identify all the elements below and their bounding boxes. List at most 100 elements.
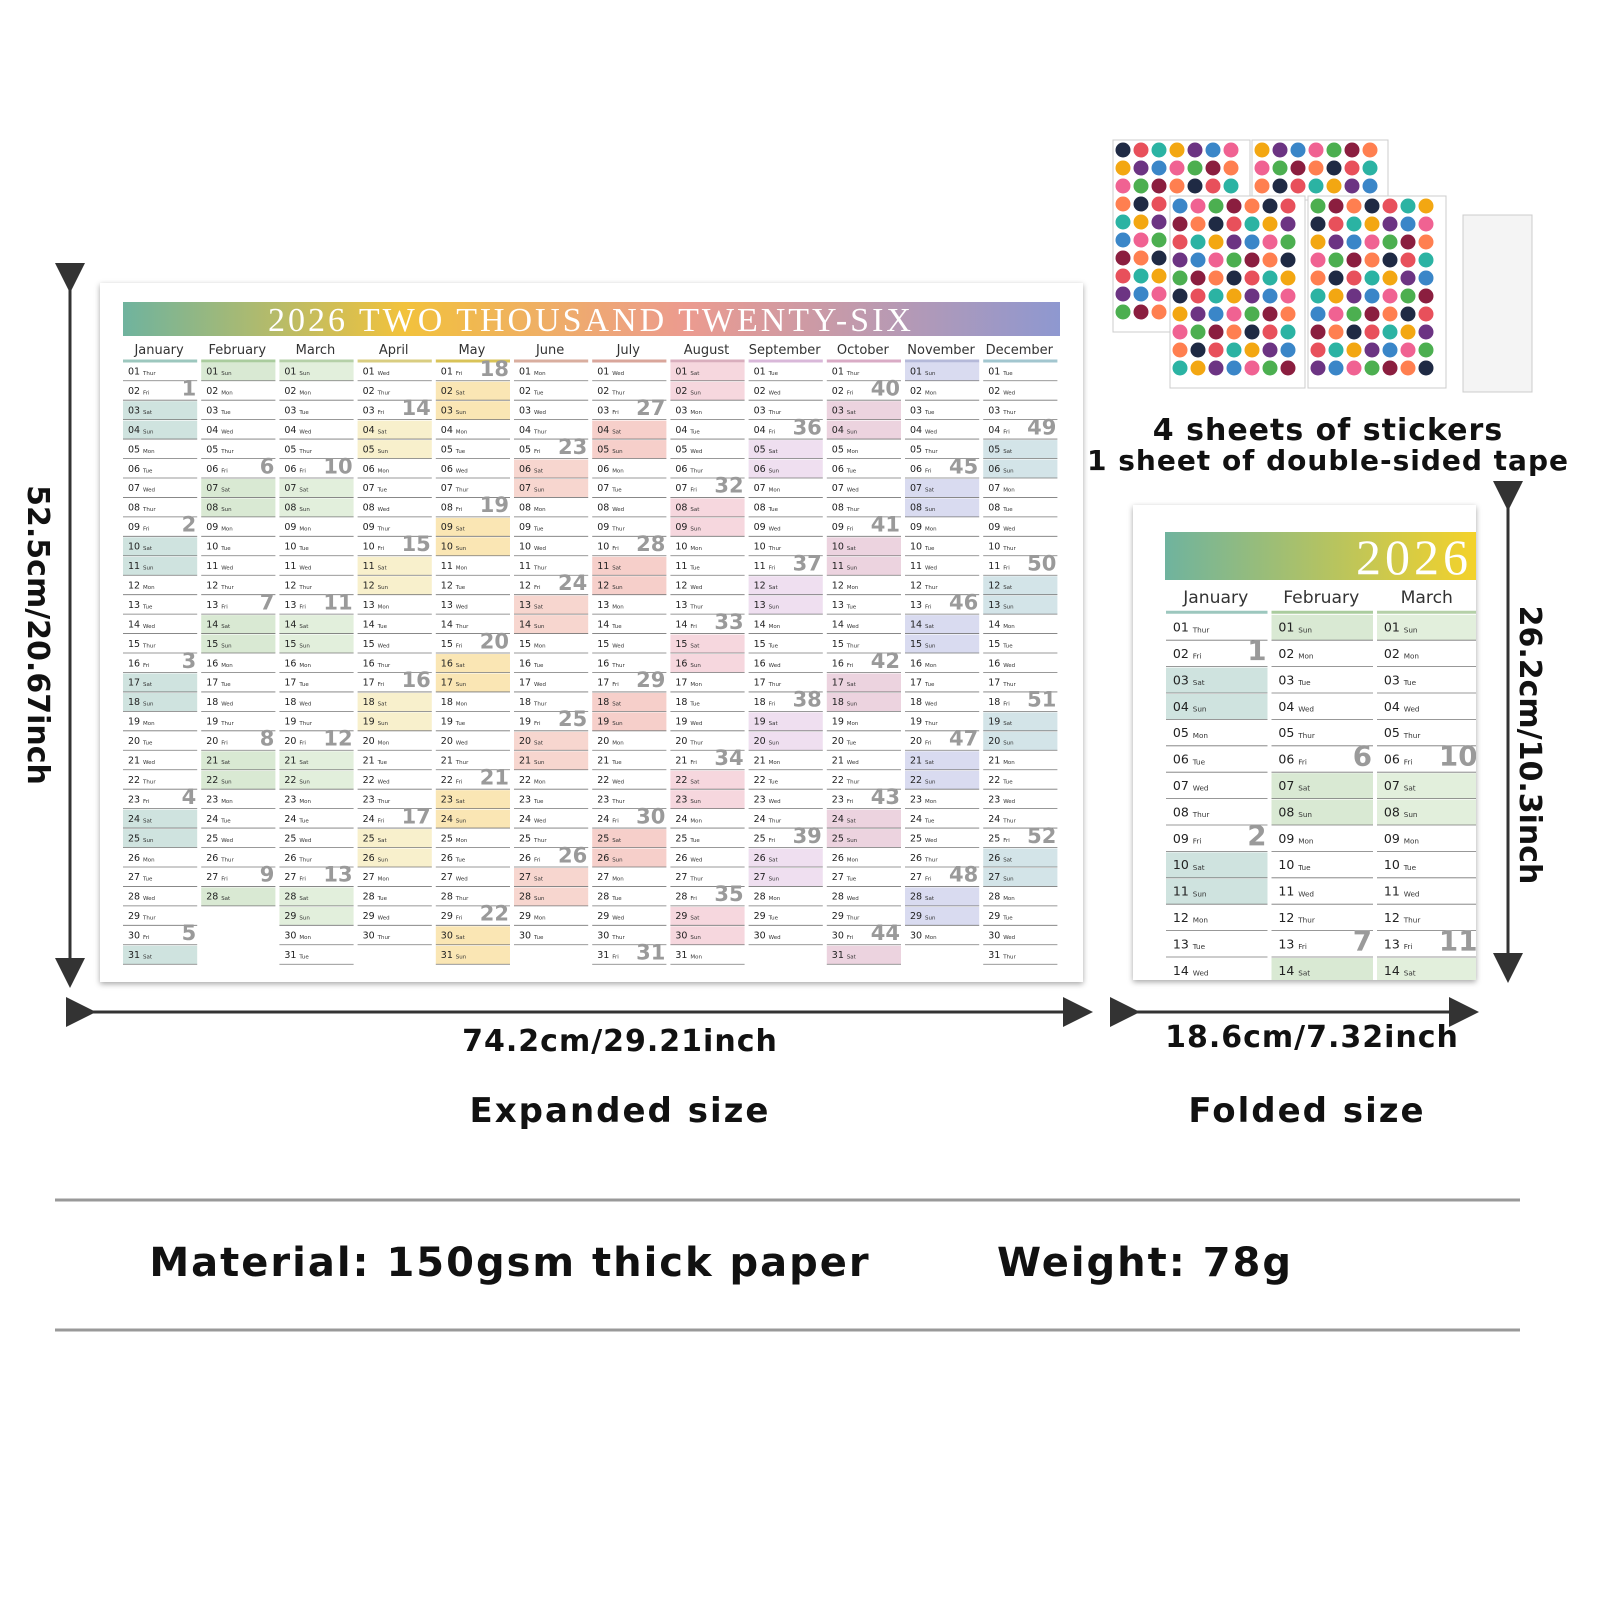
weekday: Fri <box>143 527 150 533</box>
sticker <box>1382 234 1398 250</box>
sticker <box>1364 288 1380 304</box>
weekday: Mon <box>299 935 311 941</box>
weekday: Fri <box>690 760 697 766</box>
day-number: 27 <box>988 872 1000 883</box>
sticker <box>1172 342 1188 358</box>
sticker <box>1364 198 1380 214</box>
day-number: 28 <box>910 892 922 903</box>
weekend-shade <box>826 537 901 556</box>
day-number: 19 <box>284 717 296 728</box>
width-label: 74.2cm/29.21inch <box>462 1024 778 1059</box>
weekday: Tue <box>768 779 779 785</box>
weekday: Sat <box>769 585 779 591</box>
day-number: 17 <box>675 678 687 689</box>
weekday: Fri <box>1298 757 1307 766</box>
weekday: Fri <box>143 663 150 669</box>
day-number: 09 <box>988 522 1000 533</box>
weekend-shade <box>826 420 901 440</box>
sticker <box>1418 234 1434 250</box>
day-number: 25 <box>754 833 766 844</box>
day-number: 22 <box>988 775 1000 786</box>
day-number: 31 <box>284 950 296 961</box>
sticker <box>1280 270 1296 286</box>
day-number: 18 <box>988 697 1000 708</box>
day-number: 03 <box>910 405 922 416</box>
weekday: Tue <box>768 916 779 922</box>
weekday: Thur <box>455 488 469 494</box>
weekday: Fri <box>378 546 385 552</box>
weekday: Sun <box>143 702 154 708</box>
weekday: Thur <box>1002 410 1016 416</box>
day-number: 21 <box>754 756 766 767</box>
weekday: Sun <box>690 935 701 941</box>
weekday: Sun <box>925 371 936 377</box>
day-number: 14 <box>597 619 609 630</box>
week-number: 43 <box>871 785 900 809</box>
day-number: 18 <box>519 697 531 708</box>
sticker <box>1115 232 1131 248</box>
weekend-shade <box>123 809 198 829</box>
sticker <box>1208 288 1224 304</box>
day-number: 26 <box>284 853 296 864</box>
weekday: Sat <box>456 935 466 941</box>
weekend-shade <box>201 478 276 498</box>
week-number: 45 <box>949 454 978 478</box>
weekday: Fri <box>534 721 541 727</box>
week-number: 20 <box>480 629 509 653</box>
weekday: Sun <box>612 857 623 863</box>
weekday: Mon <box>925 663 937 669</box>
sticker <box>1346 342 1362 358</box>
weekday: Wed <box>925 838 937 844</box>
sticker <box>1346 288 1362 304</box>
week-number: 10 <box>323 454 352 478</box>
day-number: 09 <box>675 522 687 533</box>
weekday: Mon <box>143 585 155 591</box>
day-number: 01 <box>519 367 531 378</box>
sticker <box>1308 178 1324 194</box>
day-number: 08 <box>988 503 1000 514</box>
day-number: 05 <box>1278 725 1294 740</box>
day-number: 18 <box>597 697 609 708</box>
weekday: Sat <box>847 955 857 961</box>
day-number: 15 <box>519 639 531 650</box>
weekday: Sun <box>847 702 858 708</box>
weekday: Mon <box>299 799 311 805</box>
weekday: Wed <box>1003 663 1015 669</box>
weekday: Sat <box>690 371 700 377</box>
sticker <box>1346 216 1362 232</box>
sticker <box>1208 306 1224 322</box>
day-number: 26 <box>675 853 687 864</box>
day-number: 21 <box>363 756 375 767</box>
weekday: Mon <box>847 449 859 455</box>
day-number: 04 <box>284 425 296 436</box>
day-number: 30 <box>988 931 1000 942</box>
sticker <box>1208 252 1224 268</box>
day-number: 18 <box>206 697 218 708</box>
weekday: Wed <box>143 896 155 902</box>
weekday: Sat <box>221 624 231 630</box>
day-number: 23 <box>597 794 609 805</box>
weekday: Wed <box>769 663 781 669</box>
weekday: Sun <box>456 682 467 688</box>
day-number: 20 <box>519 736 531 747</box>
weekday: Tue <box>1002 643 1013 649</box>
weekday: Sat <box>143 682 153 688</box>
weekday: Fri <box>143 935 150 941</box>
week-number: 13 <box>323 863 352 887</box>
weekday: Tue <box>689 566 700 572</box>
month-name: March <box>1401 588 1453 608</box>
day-number: 12 <box>988 580 1000 591</box>
weekday: Thur <box>611 935 625 941</box>
weekday: Sat <box>1298 968 1310 977</box>
day-number: 01 <box>910 367 922 378</box>
weekend-shade <box>592 712 667 731</box>
weekday: Sat <box>847 818 857 824</box>
day-number: 15 <box>910 639 922 650</box>
weekday: Sun <box>1298 625 1312 634</box>
weekday: Sat <box>1404 784 1416 793</box>
weekday: Fri <box>612 818 619 824</box>
weekday: Wed <box>299 566 311 572</box>
weekday: Thur <box>455 760 469 766</box>
weekday: Mon <box>1404 652 1419 661</box>
day-number: 18 <box>754 697 766 708</box>
